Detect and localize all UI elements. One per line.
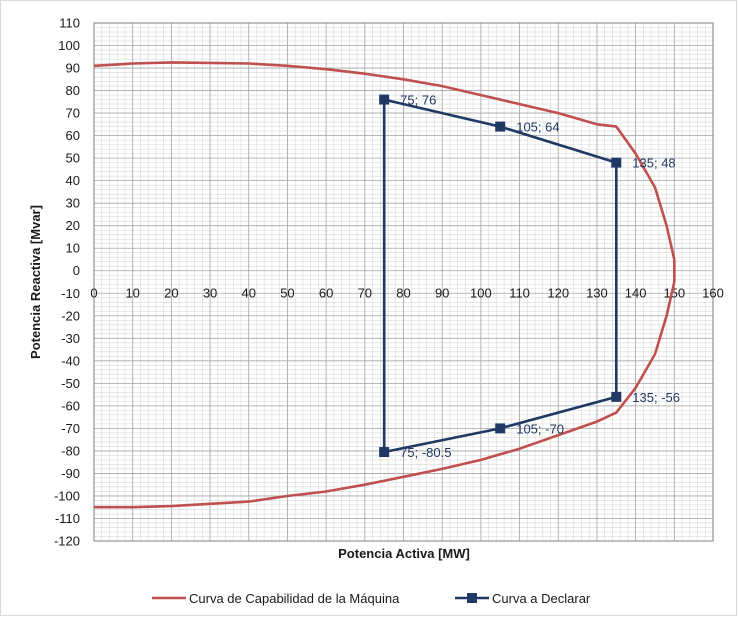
y-tick-label: -70 (61, 421, 80, 436)
data-labels: 75; 76 105; 64 135; 48 135; -56 105; -70 75; … (400, 93, 680, 460)
x-tick-label: 50 (280, 286, 294, 301)
data-point-label: 105; -70 (516, 421, 564, 436)
legend-label-declarar: Curva a Declarar (492, 591, 591, 606)
declared-point-marker (611, 391, 622, 402)
y-tick-label: -30 (61, 331, 80, 346)
legend-marker-declarar (467, 593, 477, 603)
y-tick-label: -40 (61, 353, 80, 368)
y-tick-label: 50 (66, 151, 80, 166)
y-tick-label: 90 (66, 61, 80, 76)
y-tick-label: 30 (66, 196, 80, 211)
data-point-label: 75; -80.5 (400, 445, 451, 460)
y-tick-label: 0 (73, 263, 80, 278)
x-tick-label: 80 (396, 286, 410, 301)
declared-point-marker (495, 121, 506, 132)
x-tick-label: 140 (625, 286, 647, 301)
data-point-label: 135; -56 (632, 390, 680, 405)
y-tick-label: -50 (61, 376, 80, 391)
legend-item-capability: Curva de Capabilidad de la Máquina (152, 591, 400, 606)
y-tick-label: -90 (61, 466, 80, 481)
x-tick-label: 160 (702, 286, 724, 301)
x-tick-label: 150 (663, 286, 685, 301)
legend-label-capability: Curva de Capabilidad de la Máquina (189, 591, 400, 606)
y-tick-label: 100 (58, 38, 80, 53)
x-tick-label: 60 (319, 286, 333, 301)
x-tick-label: 10 (125, 286, 139, 301)
x-axis-title: Potencia Activa [MW] (338, 546, 470, 561)
y-axis-title: Potencia Reactiva [Mvar] (28, 205, 43, 359)
x-tick-label: 100 (470, 286, 492, 301)
data-point-label: 75; 76 (400, 93, 436, 108)
capability-curve-line (93, 61, 676, 509)
x-tick-label: 40 (242, 286, 256, 301)
legend: Curva de Capabilidad de la Máquina Curva… (152, 591, 591, 606)
y-tick-label: 60 (66, 128, 80, 143)
declared-point-marker (495, 423, 506, 434)
y-tick-labels: 1101009080706050403020100-10-20-30-40-50… (54, 16, 80, 549)
x-tick-label: 120 (547, 286, 569, 301)
y-tick-label: 110 (59, 16, 80, 31)
x-tick-labels: 0 10 20 30 40 50 60 70 80 90 100 110 120 130 140 150 160 (90, 286, 723, 301)
y-tick-label: -120 (54, 534, 80, 549)
x-tick-label: 130 (586, 286, 608, 301)
x-tick-label: 0 (90, 286, 97, 301)
y-tick-label: -10 (61, 286, 80, 301)
y-tick-label: -100 (54, 488, 80, 503)
y-tick-label: -110 (55, 511, 80, 526)
plot-area-border (93, 22, 714, 542)
y-tick-label: 80 (66, 83, 80, 98)
x-tick-label: 90 (435, 286, 449, 301)
x-tick-label: 20 (164, 286, 178, 301)
x-tick-label: 30 (203, 286, 217, 301)
y-tick-label: 10 (66, 241, 80, 256)
legend-item-declarar: Curva a Declarar (455, 591, 591, 606)
data-point-label: 105; 64 (516, 120, 559, 135)
x-tick-label: 70 (358, 286, 372, 301)
y-tick-label: 20 (66, 218, 80, 233)
y-tick-label: 40 (66, 173, 80, 188)
y-tick-label: -20 (61, 308, 80, 323)
declared-point-marker (611, 157, 622, 168)
x-tick-label: 110 (509, 286, 530, 301)
declared-point-marker (379, 447, 390, 458)
y-tick-label: -60 (61, 398, 80, 413)
data-point-label: 135; 48 (632, 156, 675, 171)
series-layer (93, 61, 676, 509)
y-tick-label: -80 (61, 443, 80, 458)
declared-point-marker (379, 94, 390, 105)
y-tick-label: 70 (66, 106, 80, 121)
